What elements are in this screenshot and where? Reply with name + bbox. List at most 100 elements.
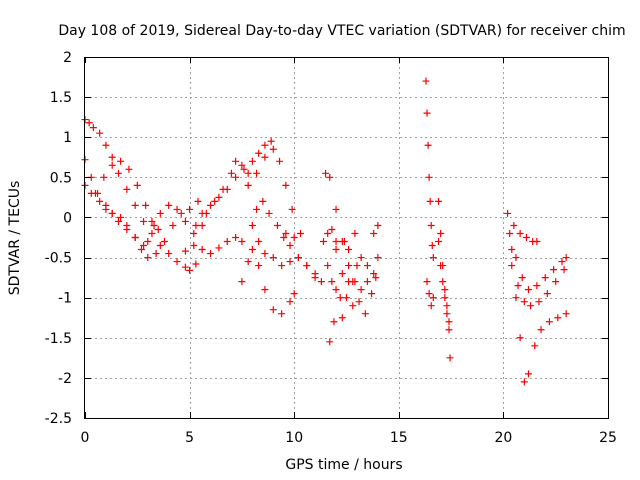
data-point [273,221,281,229]
data-point [374,254,382,262]
y-tick-label: -1 [58,291,72,307]
data-point [240,165,248,173]
y-tick-label: 0.5 [50,170,72,186]
data-point [552,278,560,286]
data-point [223,238,231,246]
data-point [328,278,336,286]
data-point [248,246,256,254]
data-point [533,238,541,246]
data-point [332,286,340,294]
data-point [131,234,139,241]
series-track-g [202,157,252,217]
data-point [227,169,235,177]
data-point [232,157,240,165]
series-track-u [435,238,453,326]
y-tick-label: -0.5 [45,251,72,267]
data-point [443,310,451,318]
data-point [370,270,378,278]
data-point [261,141,269,149]
y-tick-label: 1 [63,130,72,146]
data-point [192,260,200,268]
data-point [441,286,449,294]
data-point [102,141,110,149]
y-tick-label: -2.5 [45,411,72,427]
y-tick-label: 1.5 [50,90,72,106]
data-point [108,153,116,161]
data-point [349,302,357,310]
series-track-y [510,221,541,246]
data-point [140,217,148,225]
data-point [425,173,433,181]
data-point [232,234,240,241]
y-tick-label: 2 [63,50,72,66]
data-point [154,225,162,233]
series-track-p [338,274,380,322]
data-point [202,209,210,217]
data-point [276,157,284,165]
data-point [131,201,139,209]
data-point [441,294,449,302]
data-point [290,234,298,241]
data-point [89,124,97,132]
data-point [296,229,304,237]
data-point [533,282,541,290]
data-point [423,278,431,286]
data-point [181,217,189,225]
plot-frame [84,57,609,419]
data-point [219,185,227,193]
data-point [374,221,382,229]
data-point [278,310,286,318]
data-point [181,263,189,271]
data-point [186,266,194,274]
data-point [351,229,359,237]
x-tick-label: 25 [599,430,617,446]
data-point [437,262,445,270]
data-point [520,298,528,306]
data-point [372,274,380,282]
chart-title: Day 108 of 2019, Sidereal Day-to-day VTE… [58,23,625,39]
data-point [537,326,545,334]
series-track-f [192,137,275,229]
data-point [562,254,570,262]
data-point [345,262,353,270]
data-point [338,270,346,278]
data-point [114,169,122,177]
data-point [269,254,277,262]
data-point [117,213,125,221]
data-point [91,189,99,197]
data-point [96,129,104,137]
data-point [343,294,350,302]
data-point [516,229,524,237]
data-point [255,238,263,246]
data-point [558,258,566,266]
data-point [355,298,363,306]
data-point [169,221,177,229]
x-tick-label: 15 [390,430,408,446]
data-point [150,221,158,229]
data-point [165,201,173,209]
x-tick-label: 5 [185,430,194,446]
data-point [324,262,332,270]
x-tick-label: 20 [494,430,512,446]
series-track-l [253,197,304,241]
data-point [173,205,181,213]
data-point [330,318,338,326]
data-point [345,246,353,254]
data-point [562,310,570,318]
data-point [349,278,357,286]
data-point [123,221,131,229]
series-track-n [326,173,382,294]
data-point [508,246,516,254]
data-point [446,354,454,362]
data-point [286,298,294,306]
data-point [545,318,553,326]
data-point [261,250,269,258]
data-point [290,290,298,298]
data-point [427,302,435,310]
data-point [294,254,302,262]
data-point [368,290,376,298]
data-point [527,302,535,310]
y-axis-tick-labels: -2.5 -2 -1.5 -1 -0.5 0 0.5 1 1.5 2 [45,50,72,427]
data-point [181,247,189,255]
